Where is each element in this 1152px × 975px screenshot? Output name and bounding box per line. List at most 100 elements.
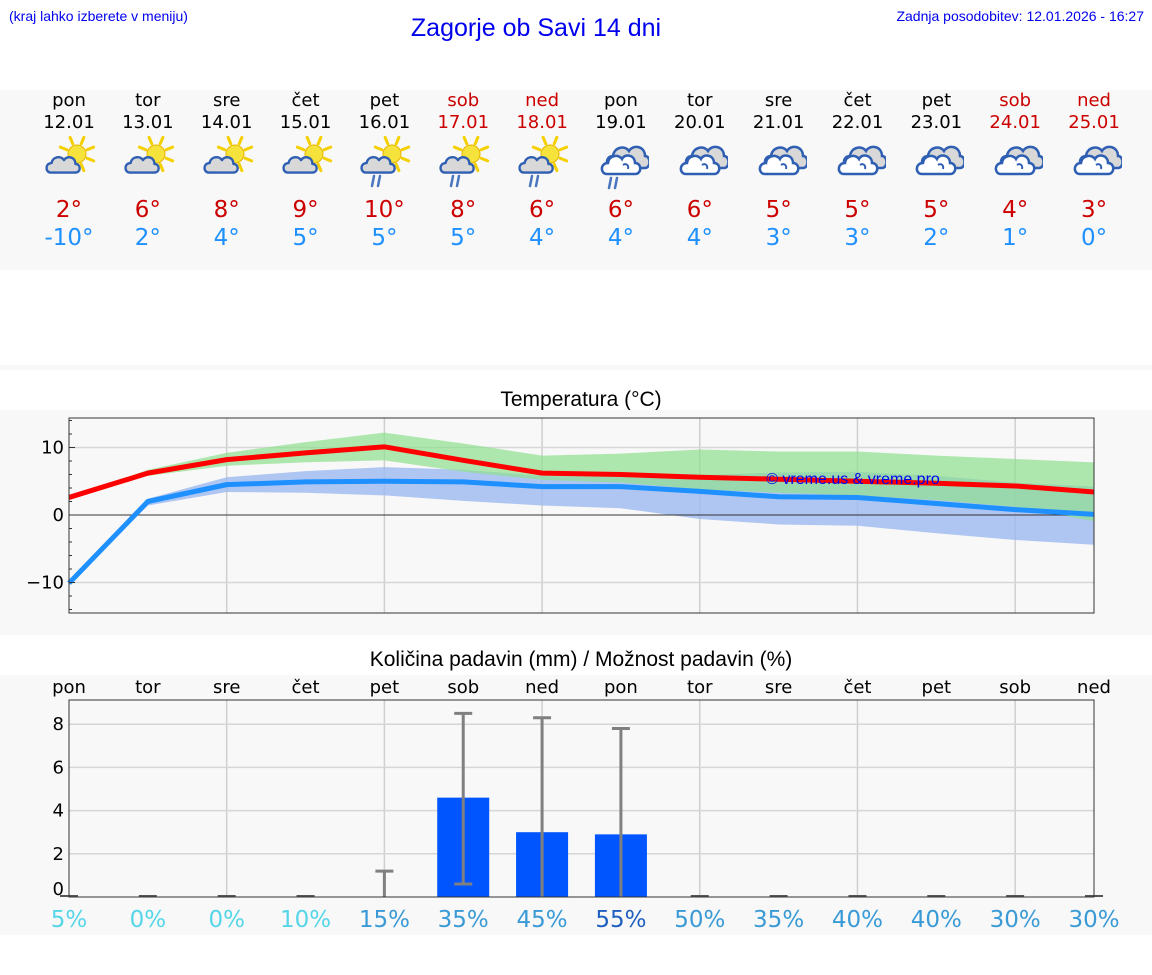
- precip-probability: 40%: [911, 907, 962, 933]
- day-forecast: pet 16.01 10° 5°: [345, 90, 423, 252]
- max-temp: 6°: [134, 197, 161, 223]
- day-date: 15.01: [279, 112, 332, 133]
- partly-cloudy-rain-icon: [518, 136, 569, 188]
- day-name: sob: [999, 90, 1032, 111]
- precip-probability: 35%: [753, 907, 804, 933]
- precip-day-label: tor: [687, 677, 713, 698]
- precip-probability: 0%: [208, 907, 245, 933]
- day-forecast: čet 15.01 9° 5°: [267, 90, 345, 252]
- partly-cloudy-icon: [281, 136, 332, 174]
- precip-day-label: sob: [999, 677, 1031, 698]
- precip-day-label: čet: [843, 677, 871, 698]
- min-temp: -10°: [44, 225, 94, 251]
- temperature-chart: © vreme.us & vreme.pro −10 0 10: [26, 417, 1095, 614]
- max-temp: 8°: [450, 197, 477, 223]
- precip-probability: 40%: [832, 907, 883, 933]
- temperature-chart-title: Temperatura (°C): [500, 388, 662, 411]
- day-forecast: pon 12.01 2° -10°: [30, 90, 108, 252]
- precip-day-label: čet: [292, 677, 320, 698]
- day-name: pet: [369, 90, 400, 111]
- precipitation-chart-bg: [0, 675, 1152, 935]
- partly-cloudy-rain-icon: [360, 136, 411, 188]
- cloudy-icon: [915, 145, 965, 176]
- min-temp: 4°: [686, 225, 713, 251]
- precip-probability: 30%: [1068, 907, 1119, 933]
- day-forecast: sre 21.01 5° 3°: [740, 90, 818, 252]
- partly-cloudy-icon: [203, 136, 253, 174]
- precip-probability: 10%: [280, 907, 331, 933]
- precip-probability: 45%: [517, 907, 568, 933]
- max-temp: 9°: [292, 197, 319, 223]
- precip-day-label: ned: [1077, 677, 1111, 698]
- day-forecast: tor 20.01 6° 4°: [661, 90, 739, 252]
- min-temp: 2°: [134, 225, 161, 251]
- day-date: 21.01: [752, 112, 805, 133]
- precip-day-label: pon: [52, 677, 86, 698]
- day-forecast: sob 17.01 8° 5°: [424, 90, 502, 252]
- partly-cloudy-icon: [45, 136, 96, 174]
- max-temp: 3°: [1080, 197, 1108, 223]
- min-temp: 5°: [450, 225, 477, 251]
- min-temp: 2°: [923, 225, 950, 251]
- cloudy-icon: [758, 145, 807, 176]
- day-name: sre: [764, 90, 793, 111]
- location-menu-hint[interactable]: (kraj lahko izberete v meniju): [9, 8, 188, 24]
- day-date: 23.01: [910, 112, 963, 133]
- min-temp: 5°: [292, 225, 319, 251]
- day-forecast: pon 19.01 6° 4°: [582, 90, 660, 252]
- min-temp: 4°: [213, 225, 240, 251]
- day-date: 16.01: [358, 112, 411, 133]
- daily-forecast-band: [0, 90, 1152, 270]
- min-temp: 0°: [1080, 225, 1108, 251]
- day-forecast: sob 24.01 4° 1°: [976, 90, 1054, 252]
- precip-probability: 5%: [51, 907, 88, 933]
- max-temp: 5°: [844, 197, 871, 223]
- day-forecast: sre 14.01 8° 4°: [188, 90, 266, 252]
- precip-probability: 50%: [674, 907, 725, 933]
- day-date: 18.01: [516, 112, 568, 133]
- day-date: 19.01: [595, 112, 647, 133]
- separator: [0, 365, 1152, 370]
- svg-text:−10: −10: [26, 573, 64, 594]
- day-name: pon: [604, 90, 638, 111]
- page-title: Zagorje ob Savi 14 dni: [410, 14, 662, 42]
- min-temp: 4°: [529, 225, 556, 251]
- precip-day-label: sob: [447, 677, 479, 698]
- cloudy-icon: [994, 145, 1044, 176]
- day-forecast: čet 22.01 5° 3°: [819, 90, 897, 252]
- max-temp: 6°: [607, 197, 634, 223]
- cloudy-rain-icon: [600, 145, 649, 190]
- precip-probability: 35%: [438, 907, 489, 933]
- precipitation-chart-title: Količina padavin (mm) / Možnost padavin …: [369, 648, 793, 671]
- svg-text:0: 0: [53, 505, 64, 526]
- cloudy-icon: [679, 145, 728, 176]
- precip-day-label: pet: [370, 677, 400, 698]
- max-temp: 2°: [55, 197, 83, 223]
- partly-cloudy-rain-icon: [439, 136, 490, 188]
- precip-day-label: ned: [525, 677, 559, 698]
- min-temp: 5°: [371, 225, 398, 251]
- day-date: 17.01: [437, 112, 490, 133]
- precip-probability: 0%: [130, 907, 167, 933]
- day-name: sre: [212, 90, 241, 111]
- day-forecast: tor 13.01 6° 2°: [109, 90, 187, 252]
- svg-text:10: 10: [41, 438, 64, 459]
- svg-text:8: 8: [53, 714, 64, 735]
- day-name: čet: [291, 90, 320, 111]
- day-date: 14.01: [200, 112, 253, 133]
- day-date: 24.01: [989, 112, 1041, 133]
- last-updated: Zadnja posodobitev: 12.01.2026 - 16:27: [896, 8, 1144, 24]
- day-forecast: ned 18.01 6° 4°: [503, 90, 581, 252]
- day-name: ned: [1077, 90, 1111, 111]
- max-temp: 8°: [213, 197, 240, 223]
- day-date: 20.01: [674, 112, 726, 133]
- day-name: tor: [135, 90, 161, 111]
- precipitation-chart: pon tor sre čet pet sob ned pon tor sre čet pet sob n…: [51, 677, 1120, 933]
- min-temp: 1°: [1002, 225, 1029, 251]
- min-temp: 3°: [844, 225, 871, 251]
- precip-probability: 55%: [595, 907, 646, 933]
- cloudy-icon: [837, 145, 886, 176]
- precip-day-label: tor: [135, 677, 161, 698]
- partly-cloudy-icon: [124, 136, 174, 174]
- day-name: pet: [921, 90, 952, 111]
